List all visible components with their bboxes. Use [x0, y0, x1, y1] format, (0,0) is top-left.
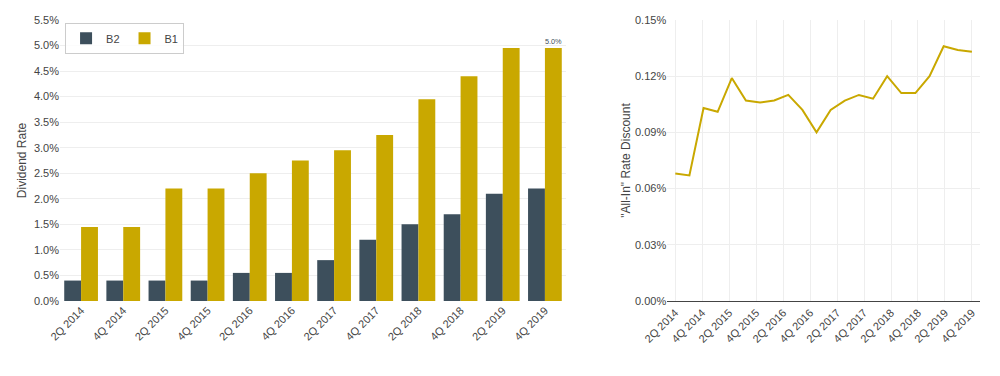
svg-text:5.0%: 5.0% — [545, 37, 562, 46]
svg-text:4Q 2016: 4Q 2016 — [777, 307, 815, 345]
svg-text:"All-In" Rate Discount: "All-In" Rate Discount — [619, 103, 633, 218]
svg-text:4Q 2017: 4Q 2017 — [343, 304, 381, 342]
svg-text:2.5%: 2.5% — [34, 167, 59, 179]
svg-text:2Q 2018: 2Q 2018 — [385, 304, 423, 342]
svg-text:2Q 2015: 2Q 2015 — [696, 307, 734, 345]
svg-text:0.15%: 0.15% — [635, 14, 666, 26]
svg-text:2Q 2015: 2Q 2015 — [132, 304, 170, 342]
svg-text:3.5%: 3.5% — [34, 116, 59, 128]
svg-text:4Q 2019: 4Q 2019 — [512, 304, 550, 342]
svg-text:4Q 2014: 4Q 2014 — [669, 307, 707, 345]
svg-text:3.0%: 3.0% — [34, 142, 59, 154]
svg-text:2Q 2017: 2Q 2017 — [301, 304, 339, 342]
svg-text:4Q 2018: 4Q 2018 — [885, 307, 923, 345]
svg-text:B1: B1 — [165, 33, 178, 45]
svg-text:0.00%: 0.00% — [635, 295, 666, 307]
svg-text:4Q 2016: 4Q 2016 — [259, 304, 297, 342]
svg-text:1.5%: 1.5% — [34, 218, 59, 230]
svg-text:4Q 2017: 4Q 2017 — [831, 307, 869, 345]
svg-text:2Q 2017: 2Q 2017 — [804, 307, 842, 345]
svg-text:2Q 2019: 2Q 2019 — [470, 304, 508, 342]
svg-text:2Q 2016: 2Q 2016 — [750, 307, 788, 345]
svg-text:4Q 2015: 4Q 2015 — [175, 304, 213, 342]
svg-text:4.0%: 4.0% — [34, 90, 59, 102]
svg-text:0.06%: 0.06% — [635, 182, 666, 194]
svg-text:4Q 2018: 4Q 2018 — [428, 304, 466, 342]
svg-text:5.0%: 5.0% — [34, 39, 59, 51]
svg-text:0.09%: 0.09% — [635, 126, 666, 138]
svg-text:2Q 2019: 2Q 2019 — [912, 307, 950, 345]
svg-text:Dividend Rate: Dividend Rate — [15, 122, 29, 198]
svg-text:4Q 2014: 4Q 2014 — [90, 304, 128, 342]
svg-text:4.5%: 4.5% — [34, 65, 59, 77]
svg-text:0.5%: 0.5% — [34, 269, 59, 281]
svg-text:5.5%: 5.5% — [34, 14, 59, 26]
svg-text:2.0%: 2.0% — [34, 193, 59, 205]
svg-text:2Q 2018: 2Q 2018 — [858, 307, 896, 345]
svg-text:0.0%: 0.0% — [34, 295, 59, 307]
svg-text:4Q 2015: 4Q 2015 — [723, 307, 761, 345]
svg-text:2Q 2014: 2Q 2014 — [642, 307, 680, 345]
svg-text:0.12%: 0.12% — [635, 70, 666, 82]
svg-text:0.03%: 0.03% — [635, 239, 666, 251]
svg-text:B2: B2 — [106, 33, 119, 45]
svg-text:2Q 2016: 2Q 2016 — [217, 304, 255, 342]
svg-text:4Q 2019: 4Q 2019 — [939, 307, 977, 345]
svg-text:1.0%: 1.0% — [34, 244, 59, 256]
svg-text:2Q 2014: 2Q 2014 — [48, 304, 86, 342]
